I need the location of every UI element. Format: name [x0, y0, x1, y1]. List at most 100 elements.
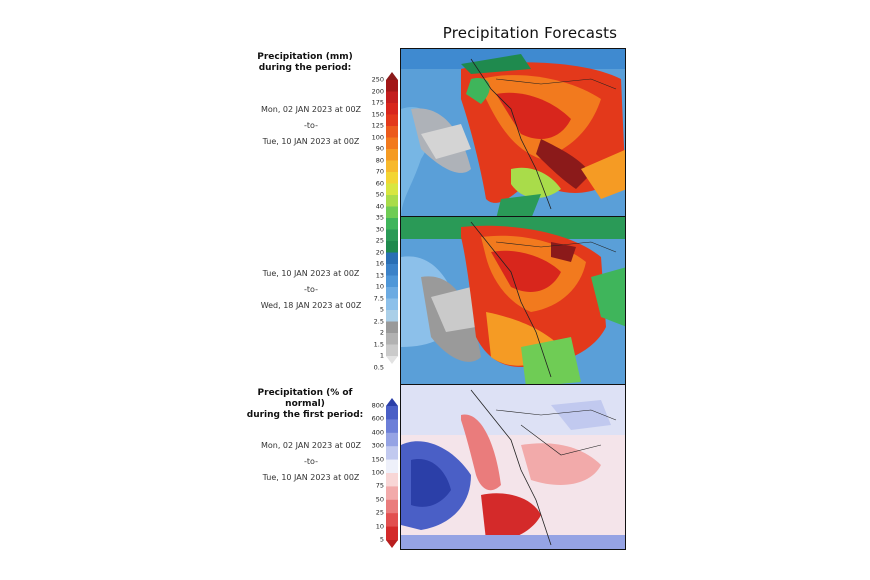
colorbar-tick-label: 70 [375, 167, 384, 176]
colorbar-tick-label: 20 [375, 248, 384, 256]
colorbar-swatch [386, 91, 398, 104]
colorbar-swatch [386, 241, 398, 253]
panel2-end-date: Wed, 18 JAN 2023 at 00Z [260, 301, 362, 310]
mm-colorbar-ticks: 250 200 175 150 125 100 90 80 70 60 50 40 35 30 25 20 16… [350, 72, 384, 371]
colorbar-swatch [386, 172, 398, 184]
colorbar-tick-label: 0.5 [373, 363, 384, 371]
colorbar-tick-label: 1 [379, 351, 384, 360]
map-percent-of-normal [400, 384, 626, 550]
map-week2-precip [400, 216, 626, 386]
colorbar-swatch [386, 446, 398, 461]
panel1-start-date: Mon, 02 JAN 2023 at 00Z [260, 105, 362, 114]
panel1-separator: -to- [304, 121, 318, 130]
colorbar-swatch [386, 287, 398, 299]
pct-colorbar-ticks: 800 600 400 300 150 100 75 50 25 10 5 [350, 398, 384, 548]
colorbar-swatch [386, 252, 398, 265]
colorbar-tick-label: 200 [371, 87, 384, 95]
pct-colorbar [386, 398, 398, 548]
colorbar-tick-label: 150 [371, 455, 384, 464]
colorbar-tick-label: 10 [375, 282, 384, 291]
colorbar-tick-label: 5 [379, 305, 384, 314]
map-week1-precip [400, 48, 626, 218]
colorbar-swatch [386, 275, 398, 288]
colorbar-tick-label: 125 [371, 121, 384, 130]
colorbar-swatch [386, 126, 398, 138]
colorbar-swatch [386, 183, 398, 196]
colorbar-swatch [386, 526, 398, 541]
colorbar-tick-label: 25 [375, 508, 384, 517]
colorbar-tick-label: 10 [375, 522, 384, 531]
panel3-header: Precipitation (% of normal) during the f… [240, 388, 370, 421]
colorbar-swatch [386, 432, 398, 447]
colorbar-swatch [386, 114, 398, 127]
panel2-start-date: Tue, 10 JAN 2023 at 00Z [262, 269, 360, 278]
colorbar-tick-label: 25 [375, 236, 384, 245]
colorbar-tick-label: 60 [375, 179, 384, 187]
panel1-header: Precipitation (mm) during the period: [240, 52, 370, 74]
colorbar-swatch [386, 499, 398, 514]
colorbar-tick-label: 400 [371, 428, 384, 437]
colorbar-swatch [386, 310, 398, 322]
colorbar-swatch [386, 321, 398, 334]
colorbar-tick-label: 7.5 [373, 294, 384, 302]
panel1-end-date: Tue, 10 JAN 2023 at 00Z [262, 137, 360, 146]
colorbar-tick-label: 30 [375, 225, 384, 233]
colorbar-tick-label: 16 [375, 259, 384, 268]
colorbar-swatch [386, 103, 398, 115]
colorbar-tick-label: 5 [379, 535, 384, 544]
figure-title: Precipitation Forecasts [442, 24, 618, 42]
mm-colorbar [386, 72, 398, 364]
colorbar-tick-label: 50 [375, 495, 384, 504]
colorbar-swatch [386, 473, 398, 487]
colorbar-tick-label: 150 [371, 110, 384, 118]
colorbar-tick-label: 50 [375, 190, 384, 199]
colorbar-tick-label: 300 [371, 441, 384, 450]
colorbar-swatch [386, 344, 398, 357]
colorbar-swatch [386, 298, 398, 311]
colorbar-tick-label: 100 [371, 468, 384, 477]
colorbar-swatch [386, 72, 398, 80]
colorbar-swatch [386, 137, 398, 150]
colorbar-tick-label: 2.5 [373, 317, 384, 325]
colorbar-tick-label: 80 [375, 156, 384, 164]
colorbar-tick-label: 35 [375, 213, 384, 222]
colorbar-tick-label: 90 [375, 144, 384, 153]
colorbar-tick-label: 2 [379, 328, 384, 337]
colorbar-swatch [386, 218, 398, 230]
panel3-period: Mon, 02 JAN 2023 at 00Z -to- Tue, 10 JAN… [248, 438, 374, 486]
colorbar-swatch [386, 356, 398, 364]
colorbar-swatch [386, 206, 398, 219]
colorbar-swatch [386, 80, 398, 92]
colorbar-swatch [386, 160, 398, 173]
colorbar-tick-label: 1.5 [373, 340, 384, 348]
panel1-header-line1: Precipitation (mm) [257, 52, 353, 62]
panel3-end-date: Tue, 10 JAN 2023 at 00Z [262, 473, 360, 482]
colorbar-swatch [386, 540, 398, 548]
colorbar-swatch [386, 419, 398, 434]
colorbar-swatch [386, 195, 398, 207]
colorbar-tick-label: 13 [375, 271, 384, 279]
colorbar-swatch [386, 229, 398, 242]
colorbar-tick-label: 250 [371, 75, 384, 84]
colorbar-swatch [386, 486, 398, 501]
colorbar-swatch [386, 149, 398, 161]
colorbar-tick-label: 75 [375, 481, 384, 490]
colorbar-tick-label: 800 [371, 401, 384, 410]
colorbar-swatch [386, 398, 398, 406]
colorbar-swatch [386, 513, 398, 528]
colorbar-swatch [386, 333, 398, 345]
panel3-separator: -to- [304, 457, 318, 466]
colorbar-swatch [386, 264, 398, 276]
colorbar-swatch [386, 406, 398, 420]
colorbar-tick-label: 40 [375, 202, 384, 210]
panel2-separator: -to- [304, 285, 318, 294]
colorbar-swatch [386, 459, 398, 474]
panel2-period: Tue, 10 JAN 2023 at 00Z -to- Wed, 18 JAN… [248, 266, 374, 314]
panel3-start-date: Mon, 02 JAN 2023 at 00Z [260, 441, 362, 450]
colorbar-tick-label: 600 [371, 414, 384, 423]
panel3-header-line2: during the first period: [246, 410, 364, 420]
colorbar-tick-label: 100 [371, 133, 384, 141]
panel1-header-line2: during the period: [258, 63, 352, 73]
panel3-header-line1: Precipitation (% of normal) [257, 388, 353, 409]
colorbar-tick-label: 175 [371, 98, 384, 107]
